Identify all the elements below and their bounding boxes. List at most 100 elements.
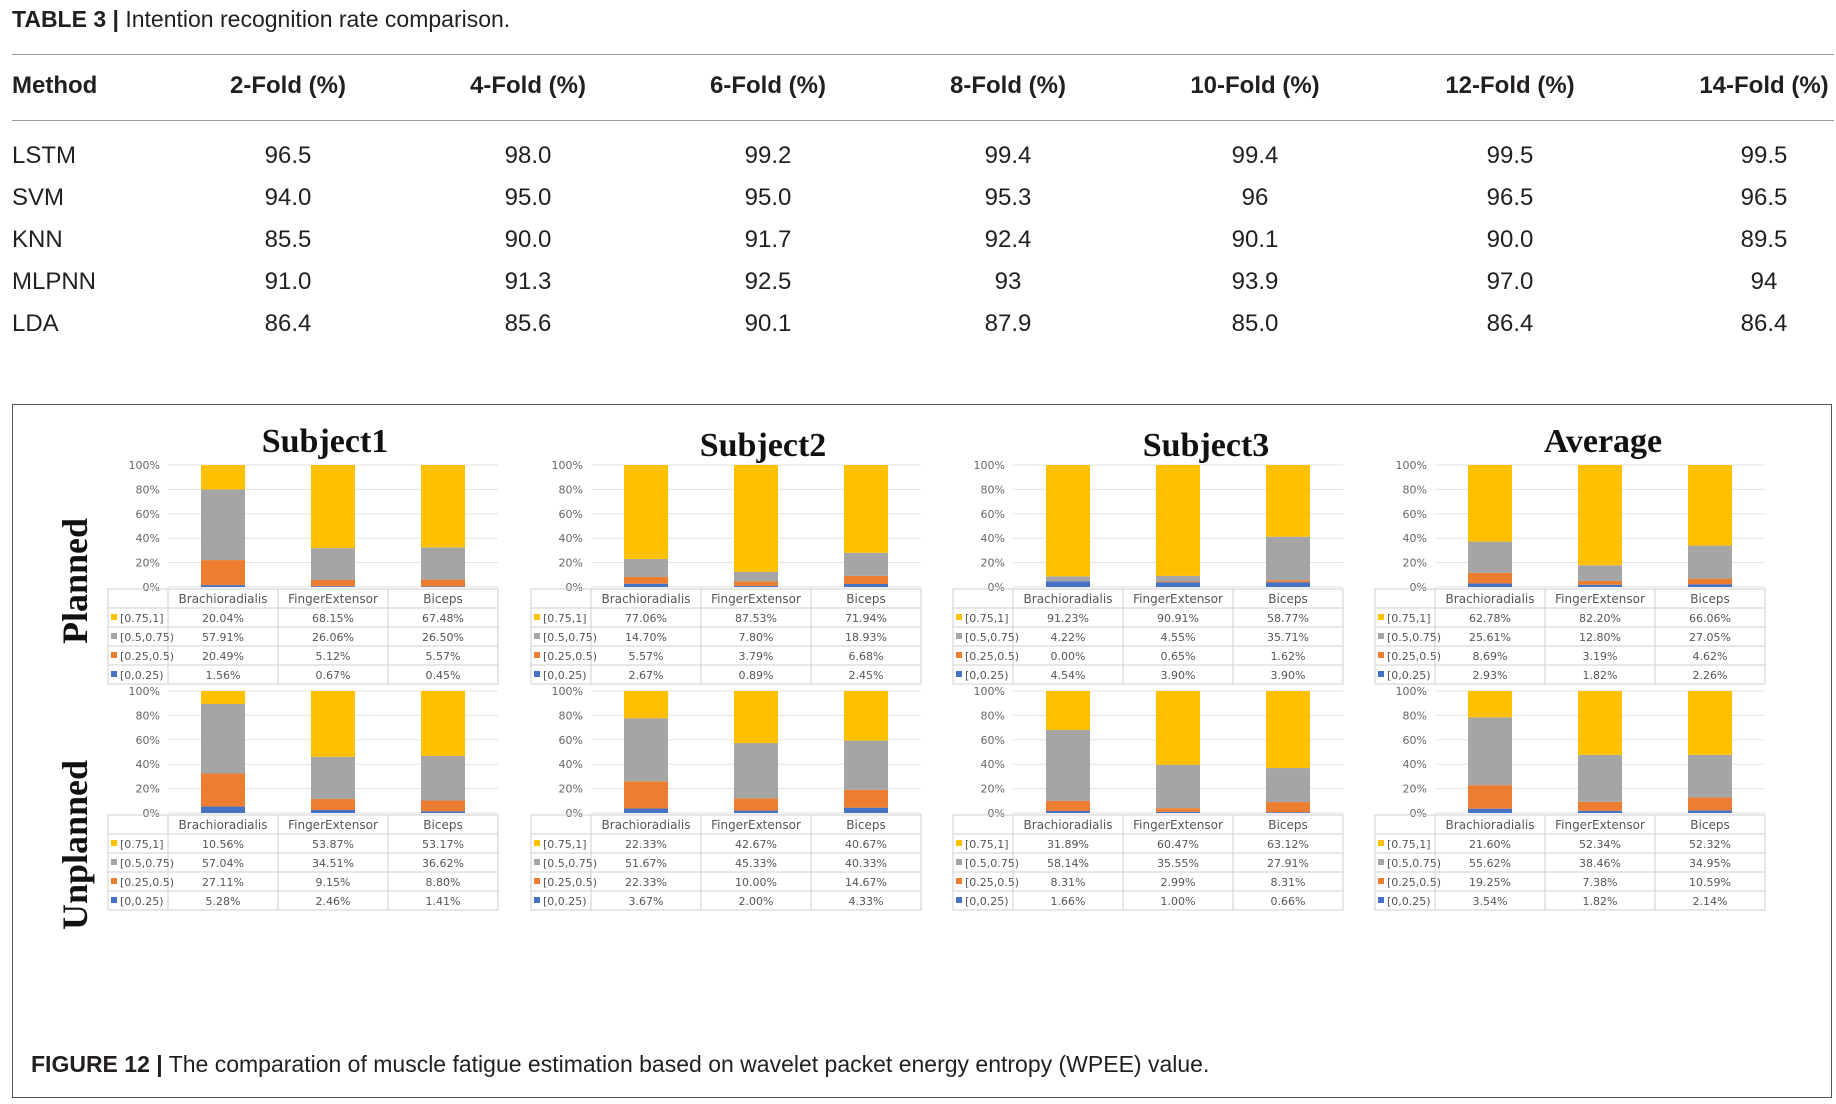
table-cell: 85.5: [264, 226, 312, 253]
bar-segment: [624, 583, 668, 587]
legend-swatch: [956, 859, 962, 865]
legend-label: [0.5,0.75): [543, 857, 597, 870]
legend-swatch: [956, 840, 962, 846]
table-cell: 95.0: [744, 184, 792, 211]
category-label: Biceps: [1690, 818, 1729, 832]
bar-segment: [421, 755, 465, 801]
table-cell: 94.0: [264, 184, 312, 211]
category-label: Brachioradialis: [179, 592, 268, 606]
data-value-label: 26.06%: [312, 631, 354, 644]
data-value-label: 27.91%: [1267, 857, 1309, 870]
data-value-label: 2.67%: [629, 669, 664, 682]
y-tick-label: 100%: [1396, 459, 1427, 472]
data-value-label: 45.33%: [735, 857, 777, 870]
data-value-label: 5.57%: [629, 650, 664, 663]
y-tick-label: 100%: [129, 459, 160, 472]
legend-swatch: [111, 897, 117, 903]
bar-segment: [1046, 581, 1090, 587]
category-label: Brachioradialis: [179, 818, 268, 832]
legend-label: [0.5,0.75): [120, 631, 174, 644]
bar-segment: [311, 798, 355, 810]
data-value-label: 8.80%: [426, 876, 461, 889]
data-value-label: 63.12%: [1267, 838, 1309, 851]
bar-segment: [1688, 578, 1732, 585]
data-value-label: 55.62%: [1469, 857, 1511, 870]
table-cell: 96.5: [1740, 184, 1788, 211]
data-value-label: 4.22%: [1051, 631, 1086, 644]
bar-segment: [1468, 808, 1512, 813]
data-value-label: 6.68%: [849, 650, 884, 663]
data-value-label: 22.33%: [625, 838, 667, 851]
bar-segment: [1156, 575, 1200, 582]
data-value-label: 91.23%: [1047, 612, 1089, 625]
legend-label: [0.5,0.75): [1387, 631, 1441, 644]
bar-segment: [421, 547, 465, 580]
chart-svg: 0% 20% 40% 60% 80% 100% Brachioradialis FingerE…: [952, 685, 1344, 911]
table-header-rule: [12, 120, 1834, 121]
data-value-label: 12.80%: [1579, 631, 1621, 644]
data-value-label: 27.05%: [1689, 631, 1731, 644]
row-label-unplanned: Unplanned: [55, 759, 95, 931]
bar-segment: [311, 586, 355, 587]
bar-segment: [1046, 465, 1090, 577]
data-value-label: 42.67%: [735, 838, 777, 851]
column-header: 2-Fold (%): [230, 72, 346, 99]
data-value-label: 35.55%: [1157, 857, 1199, 870]
figure-caption-label: FIGURE 12 |: [31, 1051, 163, 1077]
data-value-label: 5.57%: [426, 650, 461, 663]
category-label: Biceps: [1268, 818, 1307, 832]
y-tick-label: 60%: [1403, 734, 1427, 747]
bar-segment: [1266, 691, 1310, 769]
y-tick-label: 80%: [136, 709, 160, 722]
data-value-label: 77.06%: [625, 612, 667, 625]
data-value-label: 66.06%: [1689, 612, 1731, 625]
subject-title: Average: [1543, 423, 1663, 460]
legend-swatch: [956, 652, 962, 658]
legend-label: [0.25,0.5): [1387, 650, 1441, 663]
table-cell: 96: [1241, 184, 1269, 211]
y-tick-label: 0%: [988, 807, 1005, 820]
bar-segment: [311, 809, 355, 813]
category-label: FingerExtensor: [1133, 818, 1223, 832]
chart-svg: 0% 20% 40% 60% 80% 100% Brachioradialis FingerE…: [530, 685, 922, 911]
figure-12: Subject1 Subject2 Subject3 Average Planned Un…: [12, 404, 1832, 1098]
bar-segment: [1046, 800, 1090, 811]
y-tick-label: 80%: [559, 483, 583, 496]
category-label: Brachioradialis: [1446, 592, 1535, 606]
bar-segment: [1468, 785, 1512, 809]
table-cell: 85.0: [1231, 310, 1279, 337]
bar-segment: [1266, 768, 1310, 803]
bar-segment: [734, 585, 778, 587]
table-row-method: SVM: [12, 184, 65, 211]
legend-swatch: [534, 633, 540, 639]
data-value-label: 1.82%: [1583, 895, 1618, 908]
bar-segment: [844, 740, 888, 790]
table-cell: 94: [1750, 268, 1778, 295]
data-value-label: 10.56%: [202, 838, 244, 851]
bar-segment: [1468, 541, 1512, 573]
bar-segment: [1266, 536, 1310, 581]
legend-label: [0.25,0.5): [120, 876, 174, 889]
column-header: 10-Fold (%): [1190, 72, 1320, 99]
data-value-label: 52.32%: [1689, 838, 1731, 851]
table-cell: 98.0: [504, 142, 552, 169]
category-label: FingerExtensor: [1133, 592, 1223, 606]
figure-caption-text: The comparation of muscle fatigue estima…: [168, 1051, 1210, 1077]
y-tick-label: 20%: [136, 557, 160, 570]
table-caption: TABLE 3 | Intention recognition rate com…: [12, 6, 510, 33]
data-value-label: 4.54%: [1051, 669, 1086, 682]
bar-segment: [1688, 545, 1732, 579]
data-value-label: 2.45%: [849, 669, 884, 682]
bar-segment: [1468, 464, 1512, 542]
legend-label: [0.25,0.5): [543, 650, 597, 663]
data-value-label: 27.11%: [202, 876, 244, 889]
table-cell: 92.5: [744, 268, 792, 295]
bar-segment: [844, 789, 888, 808]
bar-segment: [201, 703, 245, 774]
y-tick-label: 60%: [559, 508, 583, 521]
data-value-label: 2.93%: [1473, 669, 1508, 682]
data-value-label: 3.90%: [1161, 669, 1196, 682]
legend-label: [0,0.25): [120, 895, 164, 908]
y-tick-label: 20%: [1403, 557, 1427, 570]
table-cell: 99.5: [1740, 142, 1788, 169]
